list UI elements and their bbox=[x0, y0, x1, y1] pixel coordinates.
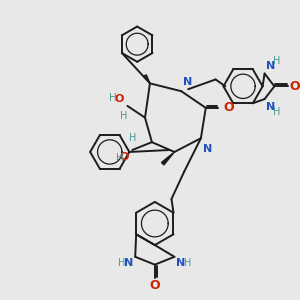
Text: H: H bbox=[184, 258, 192, 268]
Text: H: H bbox=[273, 107, 281, 117]
Text: O: O bbox=[120, 152, 129, 162]
Text: H: H bbox=[116, 153, 123, 163]
Text: H: H bbox=[118, 258, 125, 268]
Text: H: H bbox=[273, 56, 281, 66]
Text: N: N bbox=[203, 144, 212, 154]
Text: N: N bbox=[266, 61, 275, 70]
Polygon shape bbox=[144, 75, 150, 83]
Text: N: N bbox=[266, 102, 275, 112]
Text: N: N bbox=[183, 77, 193, 87]
Text: O: O bbox=[114, 94, 124, 104]
Text: N: N bbox=[124, 258, 133, 268]
Text: O: O bbox=[224, 101, 234, 114]
Text: H: H bbox=[109, 93, 117, 103]
Text: H: H bbox=[120, 111, 127, 121]
Text: O: O bbox=[149, 279, 160, 292]
Polygon shape bbox=[161, 152, 174, 165]
Text: H: H bbox=[129, 133, 136, 143]
Text: O: O bbox=[289, 80, 300, 93]
Text: N: N bbox=[176, 258, 186, 268]
